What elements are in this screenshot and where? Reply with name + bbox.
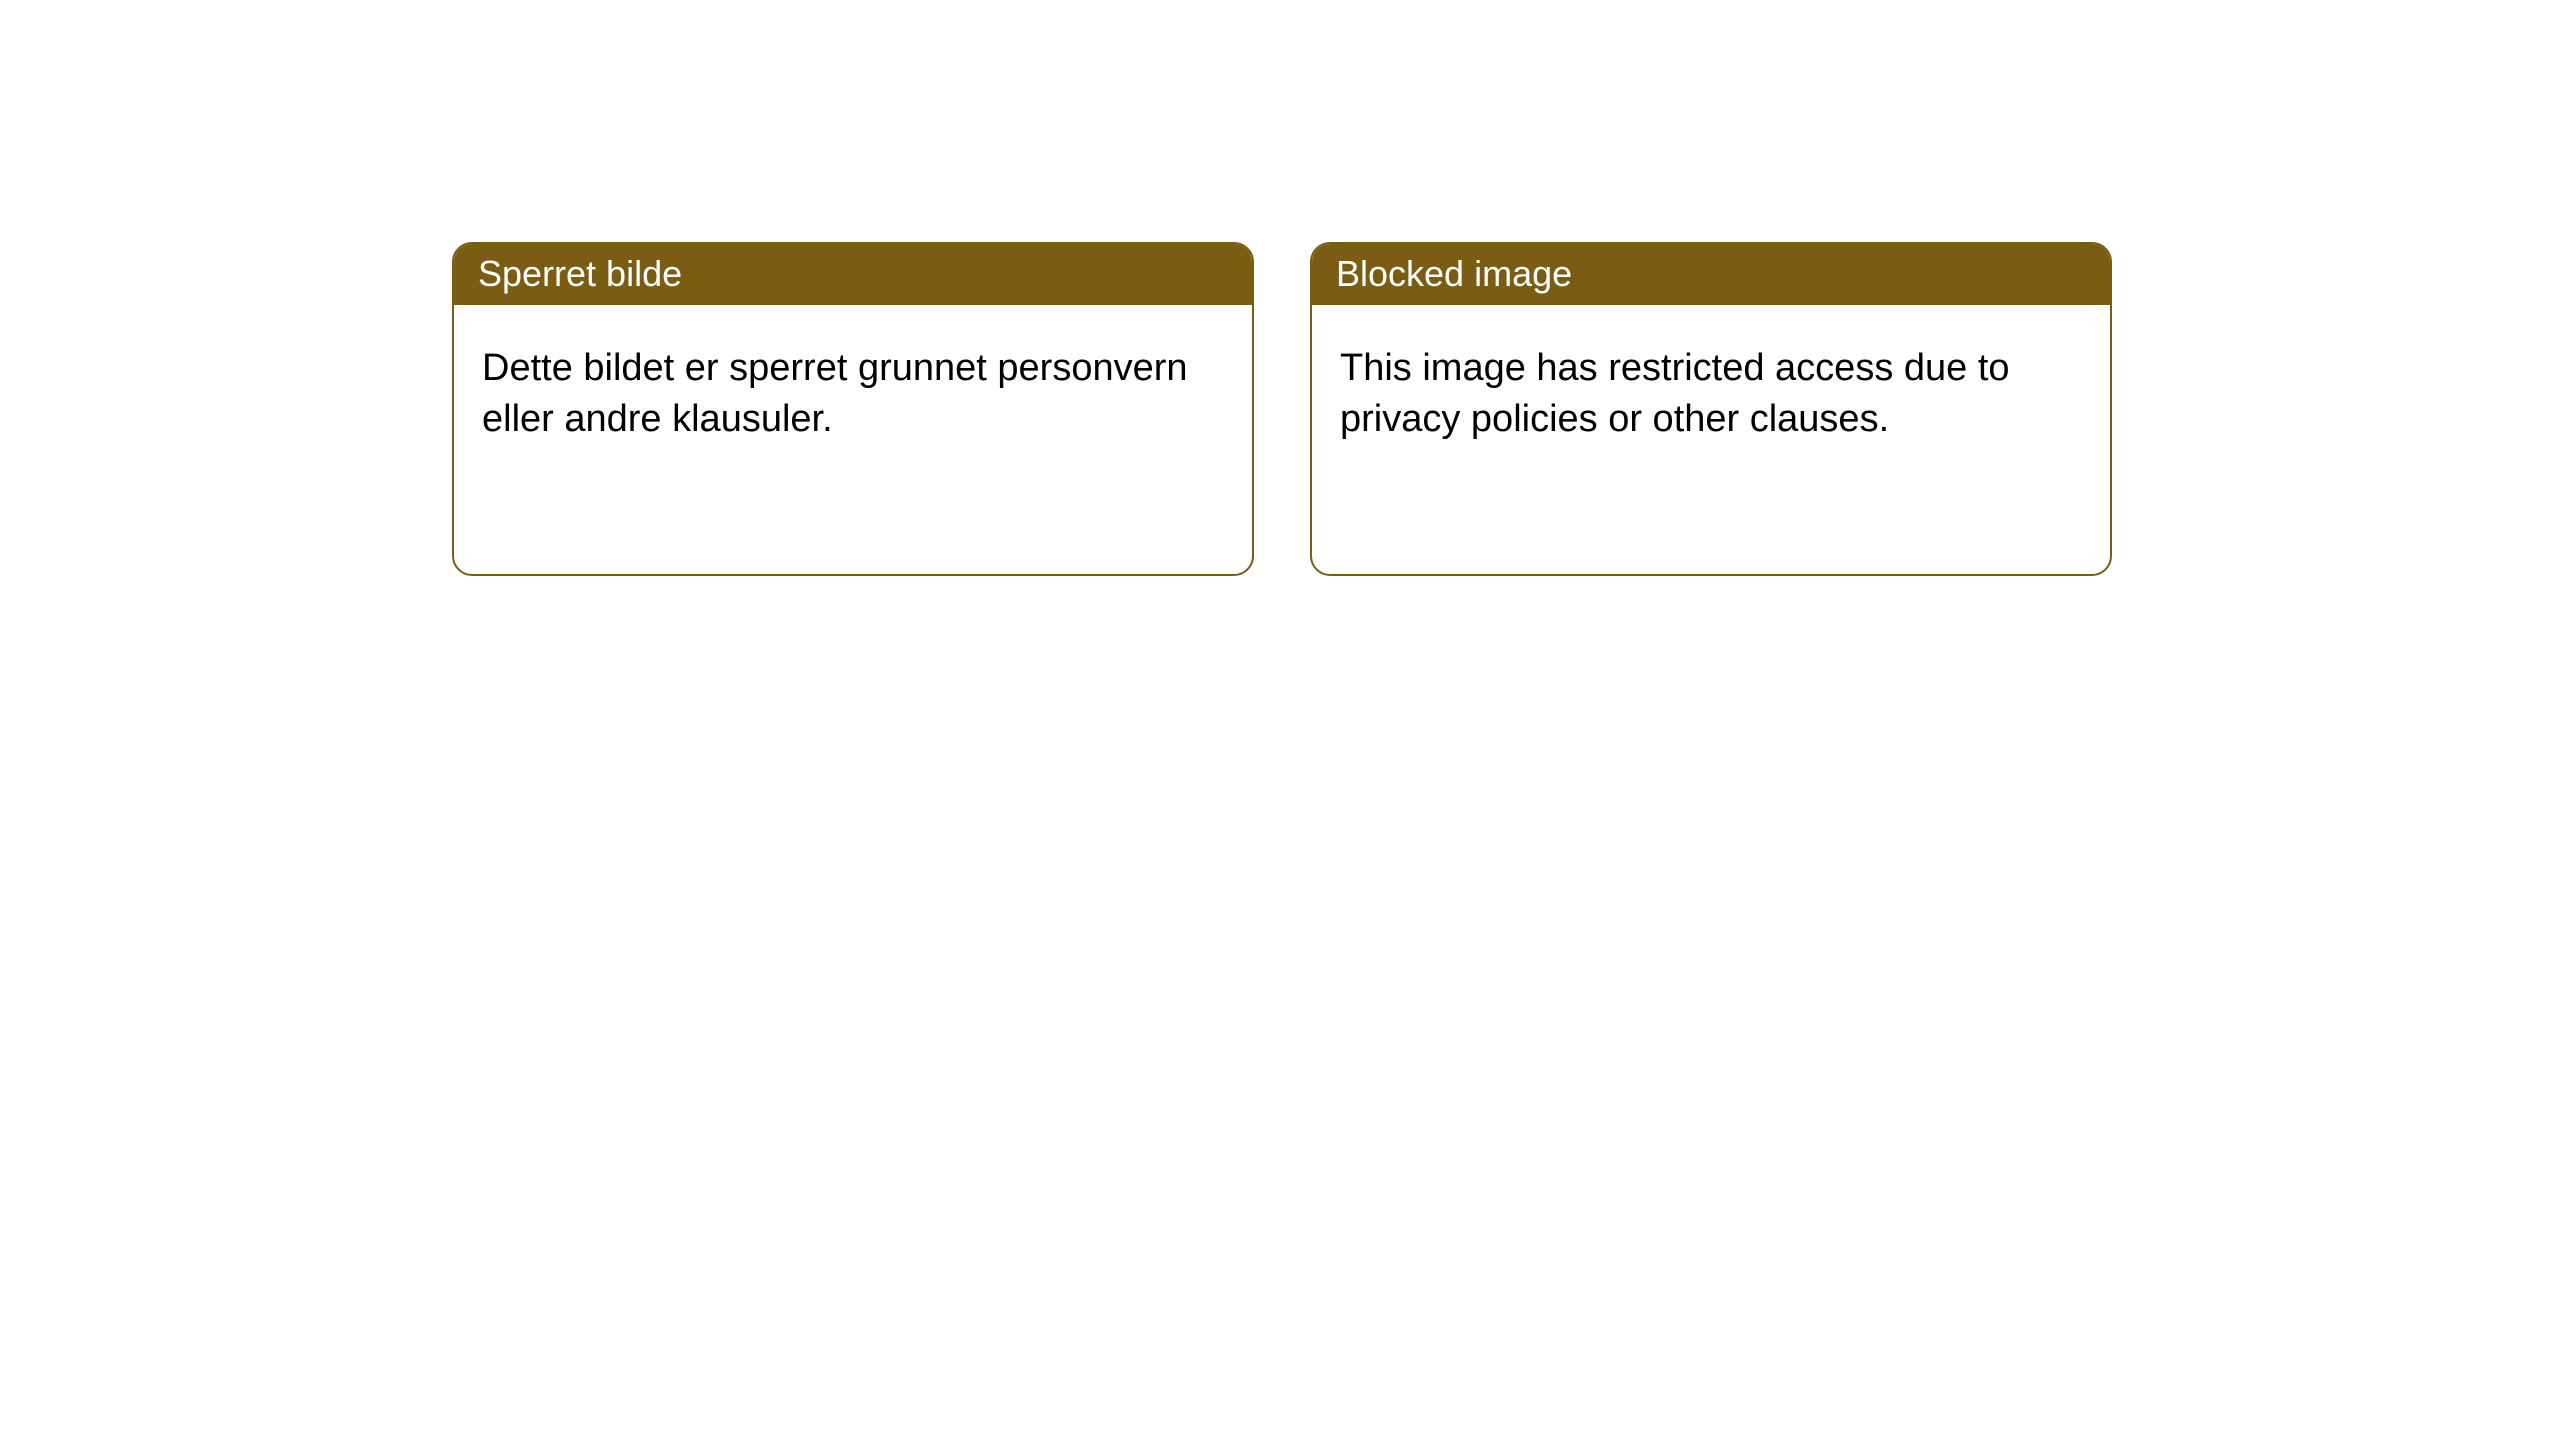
notice-card-norwegian: Sperret bilde Dette bildet er sperret gr… <box>452 242 1254 576</box>
card-header: Blocked image <box>1312 244 2110 305</box>
card-header: Sperret bilde <box>454 244 1252 305</box>
card-body-text: This image has restricted access due to … <box>1312 305 2110 484</box>
notice-card-english: Blocked image This image has restricted … <box>1310 242 2112 576</box>
card-body-text: Dette bildet er sperret grunnet personve… <box>454 305 1252 484</box>
notice-container: Sperret bilde Dette bildet er sperret gr… <box>0 0 2560 576</box>
